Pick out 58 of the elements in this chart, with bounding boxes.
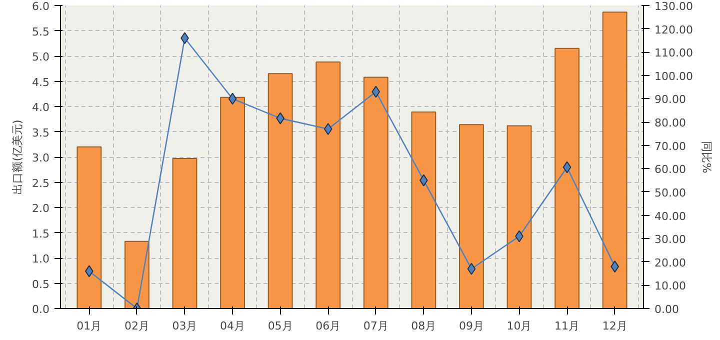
y2-tick-label: 80.00 bbox=[654, 116, 686, 130]
x-tick-label: 05月 bbox=[268, 320, 293, 332]
x-tick-label: 03月 bbox=[172, 320, 198, 332]
y-tick-label: 3.0 bbox=[32, 152, 50, 164]
bar bbox=[554, 48, 580, 308]
y2-tick-label: 100.00 bbox=[654, 70, 693, 83]
y-tick-label: 1.0 bbox=[32, 252, 50, 266]
y-tick-label: 4.5 bbox=[32, 76, 50, 89]
bar bbox=[459, 124, 484, 308]
bar bbox=[411, 112, 436, 308]
y2-axis-title: 同比% bbox=[700, 140, 713, 174]
y-tick-label: 2.0 bbox=[32, 202, 50, 215]
point bbox=[562, 161, 572, 174]
y2-tick-label: 30.00 bbox=[654, 233, 686, 246]
x-tick-label: 02月 bbox=[124, 320, 150, 332]
x-tick-label: 08月 bbox=[411, 320, 436, 332]
y-tick-label: 2.5 bbox=[32, 176, 50, 190]
y2-tick-label: 110.00 bbox=[654, 46, 693, 60]
point bbox=[228, 92, 237, 105]
point bbox=[372, 86, 380, 98]
y-tick-label: 6.0 bbox=[32, 0, 50, 13]
x-tick-label: 04月 bbox=[220, 320, 246, 332]
y-tick-label: 5.0 bbox=[32, 50, 50, 64]
bar bbox=[602, 12, 628, 308]
bar bbox=[363, 76, 388, 308]
y2-tick-label: 20.00 bbox=[654, 256, 686, 270]
bar bbox=[316, 62, 341, 308]
y-axis-title: 出口额(亿美元) bbox=[11, 120, 24, 194]
y2-tick-label: 130.00 bbox=[654, 0, 693, 13]
y2-tick-label: 60.00 bbox=[654, 163, 686, 176]
x-tick-label: 11月 bbox=[554, 320, 580, 332]
y2-tick-label: 50.00 bbox=[654, 186, 686, 200]
x-tick-label: 06月 bbox=[316, 320, 341, 332]
bar bbox=[506, 125, 532, 308]
y-tick-label: 5.5 bbox=[32, 25, 50, 38]
y-tick-label: 3.5 bbox=[32, 126, 50, 140]
y2-tick-label: 90.00 bbox=[654, 93, 686, 106]
y2-tick-label: 120.00 bbox=[654, 23, 693, 36]
y2-tick-label: 70.00 bbox=[654, 140, 686, 153]
x-tick-label: 01月 bbox=[76, 320, 102, 332]
y2-tick-label: 0.00 bbox=[654, 303, 679, 316]
y2-tick-label: 10.00 bbox=[654, 280, 686, 293]
x-tick-label: 12月 bbox=[602, 320, 628, 332]
bar bbox=[172, 158, 198, 308]
y-tick-label: 0.0 bbox=[32, 303, 50, 316]
bar bbox=[220, 96, 245, 308]
x-tick-label: 10月 bbox=[506, 320, 532, 332]
point bbox=[324, 123, 332, 136]
y2-tick-label: 40.00 bbox=[654, 210, 686, 223]
y-tick-label: 1.5 bbox=[32, 227, 50, 240]
bar bbox=[268, 73, 293, 308]
y-tick-label: 4.0 bbox=[32, 101, 50, 114]
point bbox=[467, 262, 476, 275]
bar bbox=[76, 146, 102, 308]
bar bbox=[124, 240, 150, 308]
x-tick-label: 09月 bbox=[458, 320, 484, 332]
x-tick-label: 07月 bbox=[363, 320, 388, 332]
y-tick-label: 0.5 bbox=[32, 278, 50, 291]
